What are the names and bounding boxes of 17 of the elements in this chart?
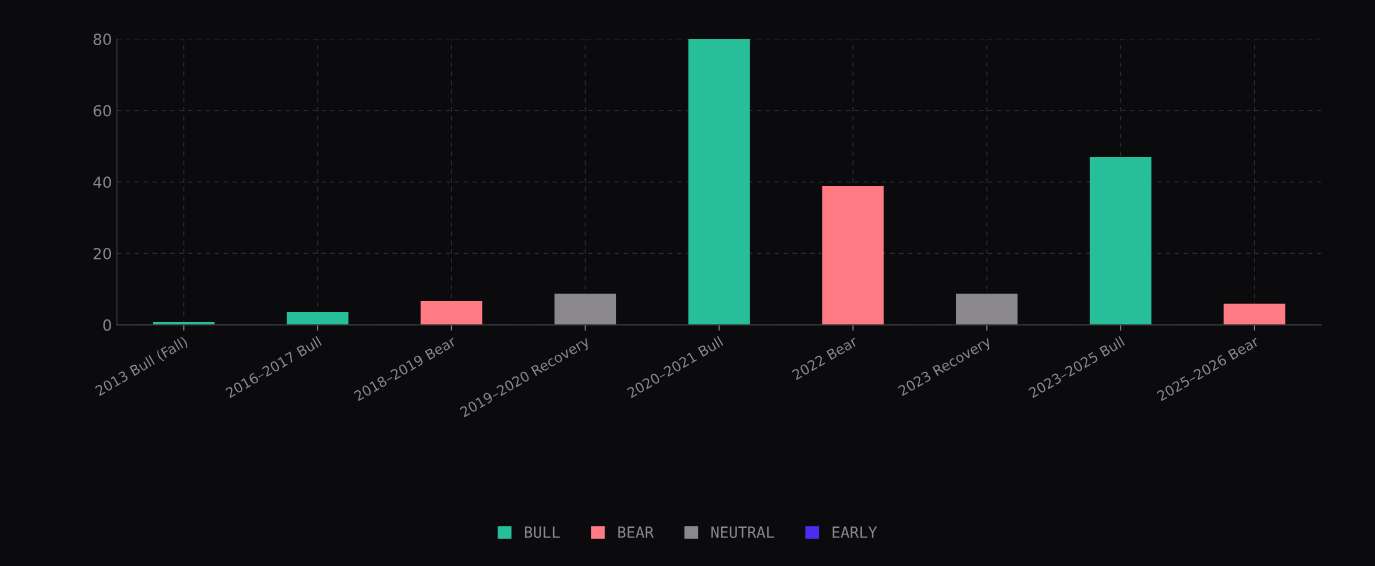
y-tick-label: 20 (93, 247, 111, 260)
bar (956, 293, 1018, 325)
legend-label: NEUTRAL (711, 526, 775, 538)
bar (1089, 156, 1152, 325)
y-tick-label: 60 (93, 104, 111, 117)
legend-label: BEAR (618, 526, 654, 538)
bar (1223, 303, 1286, 325)
y-tick-label: 40 (93, 176, 111, 188)
bar (554, 293, 617, 325)
bar (286, 312, 349, 325)
y-tick-label: 0 (103, 319, 111, 331)
bar (420, 300, 483, 325)
y-tick-label: 80 (93, 33, 111, 46)
legend-label: BULL (524, 526, 560, 538)
bar (688, 39, 750, 325)
legend-label: EARLY (832, 526, 877, 538)
bar (822, 185, 884, 325)
